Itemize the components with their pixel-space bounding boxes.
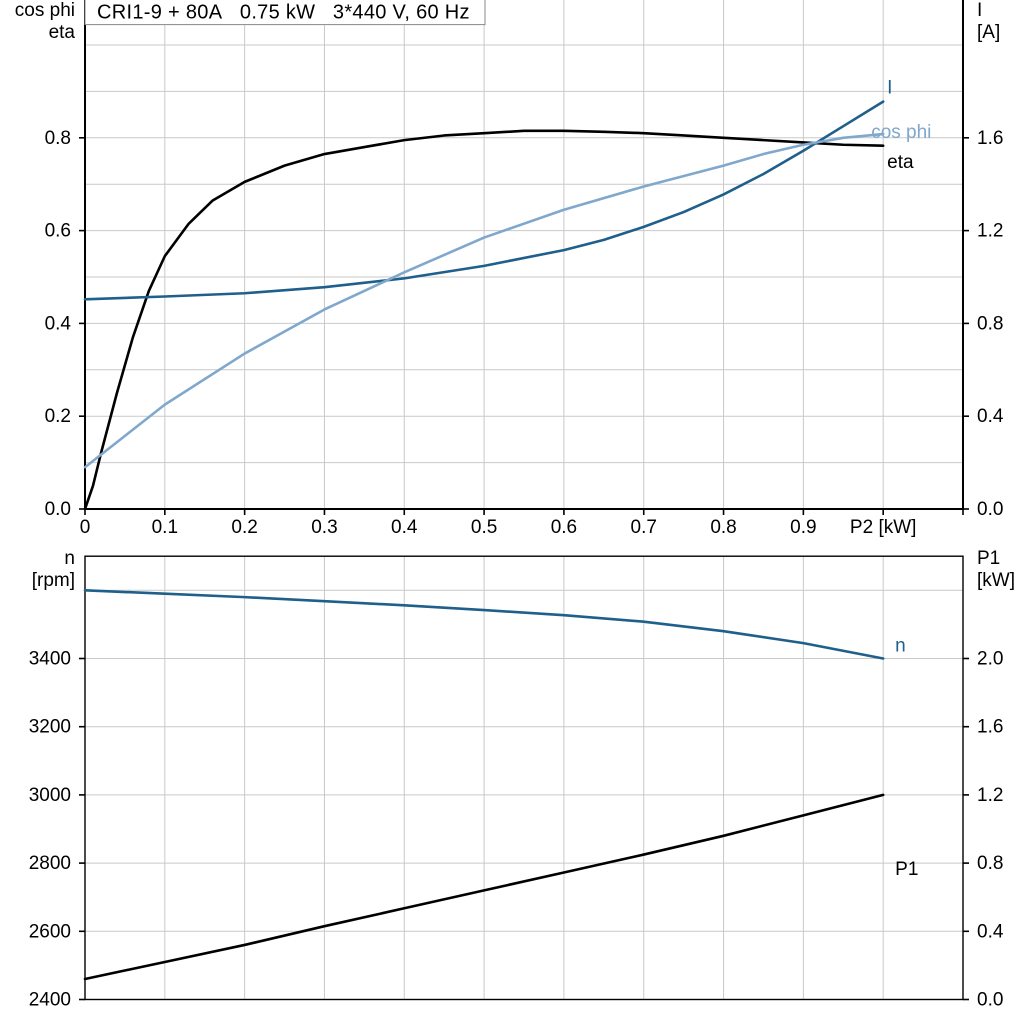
svg-text:0.3: 0.3 [311, 517, 337, 538]
svg-text:[A]: [A] [977, 22, 1000, 43]
svg-text:0.1: 0.1 [152, 517, 178, 538]
svg-text:2.0: 2.0 [977, 649, 1003, 670]
svg-text:0.6: 0.6 [551, 517, 577, 538]
svg-text:n: n [895, 636, 906, 657]
svg-text:1.2: 1.2 [977, 221, 1003, 242]
svg-text:0.8: 0.8 [977, 313, 1003, 334]
svg-text:3200: 3200 [29, 717, 71, 738]
svg-text:0.8: 0.8 [45, 128, 71, 149]
svg-text:cos phi: cos phi [871, 122, 931, 143]
svg-text:cos phi: cos phi [15, 0, 75, 21]
svg-text:0.0: 0.0 [977, 990, 1003, 1011]
svg-text:I: I [887, 78, 892, 99]
svg-text:I: I [977, 0, 982, 21]
svg-text:0.2: 0.2 [45, 406, 71, 427]
svg-text:[kW]: [kW] [977, 570, 1015, 591]
svg-text:n: n [64, 548, 75, 569]
svg-text:0.8: 0.8 [977, 853, 1003, 874]
svg-text:0.8: 0.8 [710, 517, 736, 538]
svg-text:0.6: 0.6 [45, 221, 71, 242]
svg-text:0: 0 [80, 517, 91, 538]
svg-text:3400: 3400 [29, 649, 71, 670]
svg-text:P1: P1 [977, 548, 1000, 569]
svg-text:0.0: 0.0 [977, 499, 1003, 520]
svg-text:0.7: 0.7 [631, 517, 657, 538]
svg-text:P1: P1 [895, 859, 918, 880]
svg-text:2400: 2400 [29, 990, 71, 1011]
svg-text:3000: 3000 [29, 785, 71, 806]
svg-text:eta: eta [49, 22, 76, 43]
svg-text:0.0: 0.0 [45, 499, 71, 520]
svg-text:1.2: 1.2 [977, 785, 1003, 806]
svg-text:1.6: 1.6 [977, 128, 1003, 149]
svg-text:[rpm]: [rpm] [32, 570, 75, 591]
svg-text:2800: 2800 [29, 853, 71, 874]
svg-text:1.6: 1.6 [977, 717, 1003, 738]
svg-text:0.4: 0.4 [977, 921, 1004, 942]
svg-text:eta: eta [887, 152, 914, 173]
svg-text:0.4: 0.4 [977, 406, 1004, 427]
svg-text:2600: 2600 [29, 921, 71, 942]
svg-text:0.4: 0.4 [45, 313, 72, 334]
svg-text:0.2: 0.2 [231, 517, 257, 538]
svg-text:0.9: 0.9 [790, 517, 816, 538]
svg-text:0.5: 0.5 [471, 517, 497, 538]
svg-text:P2 [kW]: P2 [kW] [850, 517, 917, 538]
svg-text:0.4: 0.4 [391, 517, 418, 538]
svg-text:CRI1-9 + 80A 0.75 kW 3*440: CRI1-9 + 80A 0.75 kW 3*440 V, 60 Hz [97, 2, 470, 24]
